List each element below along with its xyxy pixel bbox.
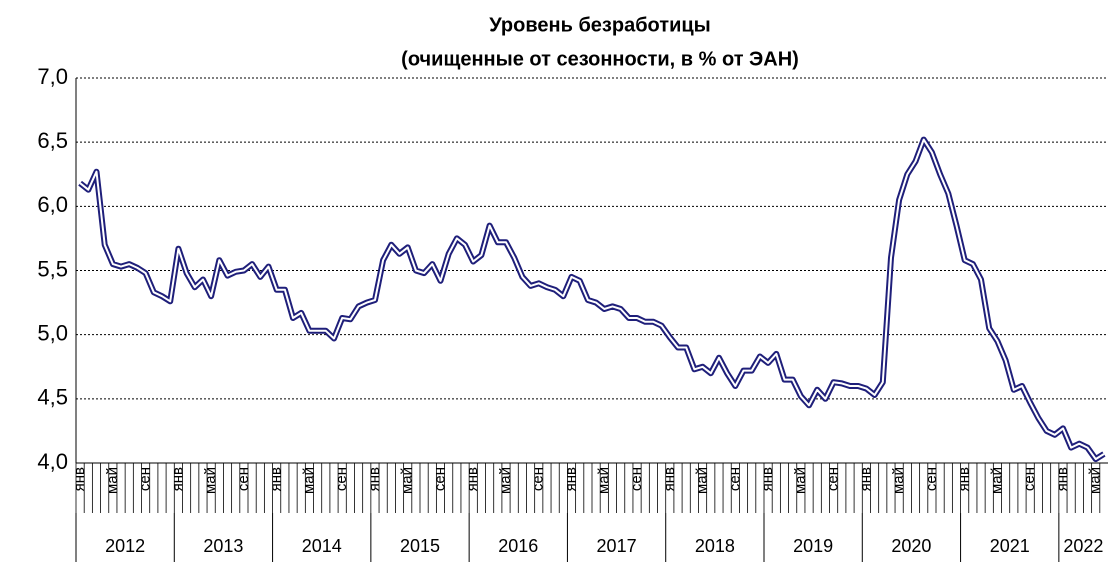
x-tick-label: сен bbox=[431, 467, 448, 491]
y-tick-label: 4,5 bbox=[37, 385, 68, 410]
x-tick-label: янв bbox=[169, 467, 186, 491]
x-tick-label: сен bbox=[530, 467, 547, 491]
year-label: 2020 bbox=[891, 536, 931, 556]
year-label: 2013 bbox=[203, 536, 243, 556]
y-tick-label: 5,5 bbox=[37, 256, 68, 281]
chart-subtitle: (очищенные от сезонности, в % от ЭАН) bbox=[401, 48, 799, 70]
x-tick-label: май bbox=[988, 467, 1005, 494]
year-label: 2019 bbox=[793, 536, 833, 556]
year-label: 2017 bbox=[597, 536, 637, 556]
x-tick-label: янв bbox=[464, 467, 481, 491]
x-tick-label: май bbox=[890, 467, 907, 494]
x-tick-label: май bbox=[300, 467, 317, 494]
x-tick-label: сен bbox=[333, 467, 350, 491]
year-label: 2018 bbox=[695, 536, 735, 556]
x-tick-label: янв bbox=[1054, 467, 1071, 491]
year-label: 2016 bbox=[498, 536, 538, 556]
x-tick-label: сен bbox=[726, 467, 743, 491]
line-inner bbox=[79, 138, 1105, 461]
x-tick-label: май bbox=[104, 467, 121, 494]
year-label: 2014 bbox=[302, 536, 342, 556]
year-label: 2012 bbox=[105, 536, 145, 556]
x-tick-label: май bbox=[1087, 467, 1104, 494]
y-tick-label: 4,0 bbox=[37, 449, 68, 474]
y-tick-label: 7,0 bbox=[37, 64, 68, 89]
x-tick-label: янв bbox=[268, 467, 285, 491]
year-label: 2022 bbox=[1063, 536, 1103, 556]
x-tick-label: сен bbox=[825, 467, 842, 491]
y-tick-label: 5,0 bbox=[37, 320, 68, 345]
x-tick-label: май bbox=[694, 467, 711, 494]
x-tick-label: янв bbox=[956, 467, 973, 491]
year-label: 2015 bbox=[400, 536, 440, 556]
x-tick-label: сен bbox=[923, 467, 940, 491]
x-tick-label: май bbox=[595, 467, 612, 494]
y-tick-label: 6,0 bbox=[37, 192, 68, 217]
year-label: 2021 bbox=[990, 536, 1030, 556]
x-tick-label: сен bbox=[628, 467, 645, 491]
chart-title: Уровень безработицы bbox=[489, 14, 711, 36]
x-tick-label: май bbox=[202, 467, 219, 494]
x-tick-label: янв bbox=[759, 467, 776, 491]
x-tick-label: янв bbox=[857, 467, 874, 491]
x-tick-label: сен bbox=[235, 467, 252, 491]
line-outer bbox=[78, 136, 1106, 463]
x-tick-label: май bbox=[399, 467, 416, 494]
x-tick-label: янв bbox=[71, 467, 88, 491]
x-tick-label: сен bbox=[1021, 467, 1038, 491]
y-tick-label: 6,5 bbox=[37, 128, 68, 153]
x-tick-label: янв bbox=[562, 467, 579, 491]
x-tick-label: май bbox=[497, 467, 514, 494]
x-tick-label: сен bbox=[137, 467, 154, 491]
x-tick-label: янв bbox=[661, 467, 678, 491]
x-tick-label: май bbox=[792, 467, 809, 494]
x-tick-label: янв bbox=[366, 467, 383, 491]
